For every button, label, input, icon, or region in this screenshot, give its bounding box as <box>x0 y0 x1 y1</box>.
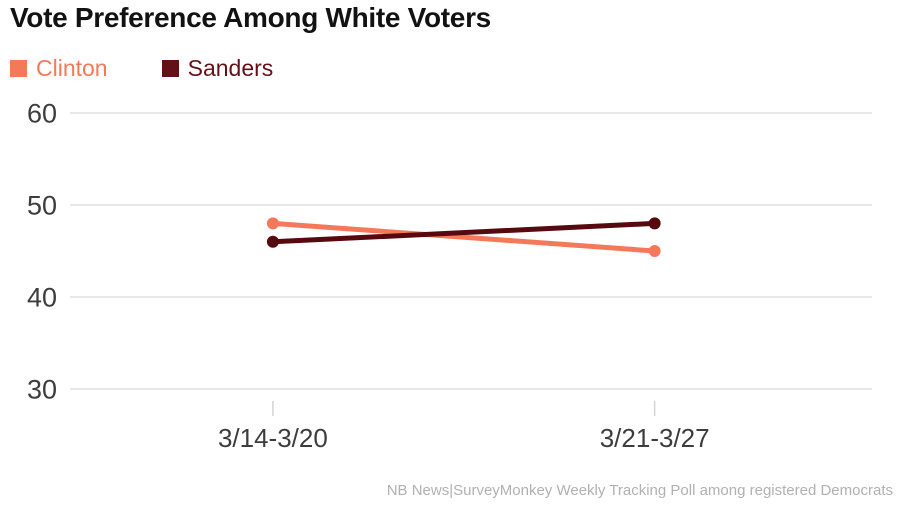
series-line-sanders <box>270 220 658 245</box>
chart-title: Vote Preference Among White Voters <box>10 2 491 33</box>
data-point-clinton <box>648 245 661 257</box>
data-point-sanders <box>648 217 661 230</box>
y-axis-label: 40 <box>27 283 57 313</box>
y-axis-label: 30 <box>27 375 57 405</box>
legend-item-sanders: Sanders <box>161 55 274 81</box>
y-axis-label: 60 <box>27 99 57 129</box>
sanders-swatch-icon <box>161 60 179 77</box>
x-axis-label: 3/21-3/27 <box>600 423 710 453</box>
source-note: NB News|SurveyMonkey Weekly Tracking Pol… <box>386 482 893 499</box>
x-axis-label: 3/14-3/20 <box>218 423 328 453</box>
legend-item-clinton: Clinton <box>10 57 108 80</box>
legend-label-sanders: Sanders <box>187 55 274 81</box>
legend: Clinton Sanders <box>10 57 327 80</box>
clinton-swatch-icon <box>10 60 27 77</box>
legend-label-clinton: Clinton <box>36 55 108 81</box>
data-point-clinton <box>266 217 279 230</box>
y-axis-label: 50 <box>27 191 57 221</box>
series-line-clinton <box>270 220 658 254</box>
data-point-sanders <box>266 235 279 248</box>
